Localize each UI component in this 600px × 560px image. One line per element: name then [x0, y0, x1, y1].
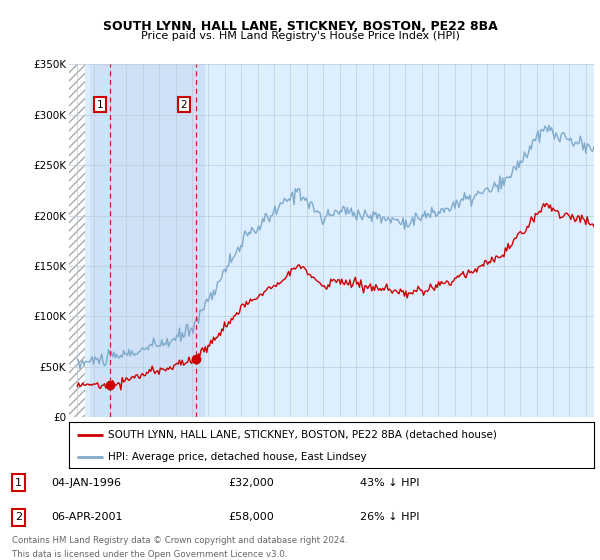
Text: SOUTH LYNN, HALL LANE, STICKNEY, BOSTON, PE22 8BA (detached house): SOUTH LYNN, HALL LANE, STICKNEY, BOSTON,…: [109, 430, 497, 440]
Text: £32,000: £32,000: [228, 478, 274, 488]
Text: 43% ↓ HPI: 43% ↓ HPI: [360, 478, 419, 488]
Bar: [91, 64, 205, 417]
Text: 04-JAN-1996: 04-JAN-1996: [51, 478, 121, 488]
Text: 26% ↓ HPI: 26% ↓ HPI: [360, 512, 419, 522]
Bar: [69, 64, 85, 417]
Text: 1: 1: [97, 100, 104, 110]
Text: £58,000: £58,000: [228, 512, 274, 522]
Text: Contains HM Land Registry data © Crown copyright and database right 2024.: Contains HM Land Registry data © Crown c…: [12, 536, 347, 545]
Text: 06-APR-2001: 06-APR-2001: [51, 512, 122, 522]
Text: SOUTH LYNN, HALL LANE, STICKNEY, BOSTON, PE22 8BA: SOUTH LYNN, HALL LANE, STICKNEY, BOSTON,…: [103, 20, 497, 32]
Text: 2: 2: [15, 512, 22, 522]
Text: This data is licensed under the Open Government Licence v3.0.: This data is licensed under the Open Gov…: [12, 550, 287, 559]
Text: HPI: Average price, detached house, East Lindsey: HPI: Average price, detached house, East…: [109, 452, 367, 463]
Text: 2: 2: [181, 100, 187, 110]
Text: 1: 1: [15, 478, 22, 488]
Text: Price paid vs. HM Land Registry's House Price Index (HPI): Price paid vs. HM Land Registry's House …: [140, 31, 460, 41]
